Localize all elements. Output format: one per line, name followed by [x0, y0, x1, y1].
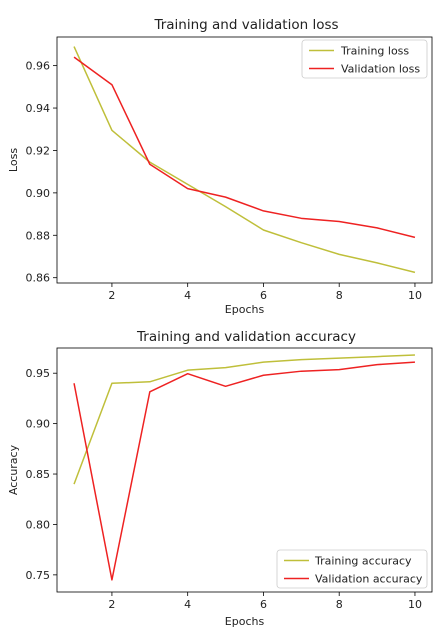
loss-y-tick-label: 0.92: [26, 144, 51, 157]
loss-y-tick-label: 0.96: [26, 60, 51, 73]
loss-x-ticks: 2 4 6 8 10: [108, 283, 422, 302]
loss-legend: Training loss Validation loss: [301, 39, 428, 79]
accuracy-legend: Training accuracy Validation accuracy: [276, 549, 428, 589]
loss-chart-lines: [73, 46, 416, 274]
loss-x-axis-label: Epochs: [225, 303, 265, 316]
loss-y-ticks: 0.86 0.88 0.90 0.92 0.94 0.96: [26, 60, 57, 285]
loss-line-training: [73, 46, 416, 274]
accuracy-legend-label-validation: Validation accuracy: [315, 573, 423, 586]
loss-y-tick-label: 0.90: [26, 187, 51, 200]
accuracy-legend-label-training: Training accuracy: [314, 555, 412, 568]
loss-x-tick-label: 4: [184, 289, 191, 302]
loss-x-tick-label: 10: [408, 289, 422, 302]
loss-x-tick-label: 2: [108, 289, 115, 302]
accuracy-x-axis-label: Epochs: [225, 615, 265, 627]
accuracy-y-tick-label: 0.90: [26, 418, 51, 431]
loss-plot-frame: [56, 36, 433, 284]
accuracy-line-validation: [73, 361, 415, 581]
loss-x-tick-label: 6: [260, 289, 267, 302]
accuracy-chart-lines: [73, 354, 415, 581]
loss-y-tick-label: 0.88: [26, 229, 51, 242]
accuracy-x-tick-label: 10: [408, 598, 422, 611]
loss-chart-title: Training and validation loss: [153, 17, 338, 33]
accuracy-y-tick-label: 0.95: [26, 367, 51, 380]
loss-x-tick-label: 8: [336, 289, 343, 302]
loss-y-tick-label: 0.86: [26, 272, 51, 285]
loss-legend-label-training: Training loss: [340, 45, 409, 58]
accuracy-x-tick-label: 6: [260, 598, 267, 611]
loss-chart: Training and validation loss 2 4 6 8 10 0.86…: [7, 17, 433, 316]
accuracy-y-tick-label: 0.85: [26, 468, 51, 481]
accuracy-plot-frame: [56, 347, 433, 593]
loss-y-tick-label: 0.94: [26, 102, 51, 115]
accuracy-x-tick-label: 2: [108, 598, 115, 611]
accuracy-y-tick-label: 0.80: [26, 518, 51, 531]
accuracy-x-tick-label: 4: [184, 598, 191, 611]
loss-legend-label-validation: Validation loss: [341, 63, 420, 76]
accuracy-y-ticks: 0.75 0.80 0.85 0.90 0.95: [26, 367, 57, 582]
accuracy-x-tick-label: 8: [336, 598, 343, 611]
accuracy-y-axis-label: Accuracy: [7, 444, 20, 495]
accuracy-chart: Training and validation accuracy 2 4 6 8 10 …: [7, 329, 433, 627]
accuracy-x-ticks: 2 4 6 8 10: [108, 592, 422, 611]
loss-line-validation: [73, 56, 416, 239]
accuracy-y-tick-label: 0.75: [26, 569, 51, 582]
accuracy-chart-title: Training and validation accuracy: [136, 329, 356, 345]
loss-y-axis-label: Loss: [7, 148, 20, 172]
accuracy-legend-box: [276, 549, 428, 589]
accuracy-line-training: [73, 354, 415, 485]
